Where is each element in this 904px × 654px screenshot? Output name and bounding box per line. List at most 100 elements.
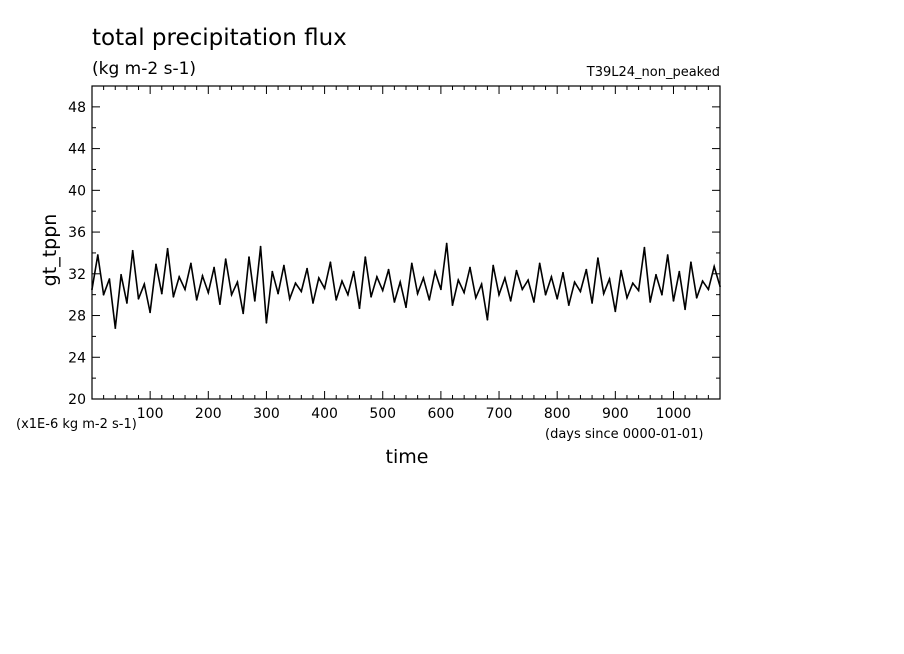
data-point xyxy=(149,311,152,314)
data-point xyxy=(312,302,314,304)
y-scale-note: (x1E-6 kg m-2 s-1) xyxy=(16,417,137,432)
y-tick-label: 32 xyxy=(68,267,86,283)
data-point xyxy=(597,257,599,259)
data-point xyxy=(248,256,250,258)
data-point xyxy=(376,276,378,278)
data-point xyxy=(399,281,402,283)
data-point xyxy=(253,300,256,302)
x-tick-label: 100 xyxy=(137,406,164,422)
data-point xyxy=(96,254,99,256)
y-tick-label: 36 xyxy=(68,225,86,241)
data-point xyxy=(242,312,245,315)
plot-frame xyxy=(91,85,721,400)
data-point xyxy=(591,302,593,304)
data-point xyxy=(166,247,169,250)
data-point xyxy=(364,256,367,258)
data-point xyxy=(620,269,622,272)
data-point xyxy=(434,270,436,273)
data-point xyxy=(666,254,669,256)
data-point xyxy=(143,283,146,286)
y-tick-label: 44 xyxy=(68,142,86,158)
data-point xyxy=(509,300,512,302)
data-point xyxy=(190,262,192,265)
axis-ticks xyxy=(92,85,720,400)
x-tick-label: 1000 xyxy=(656,406,692,422)
chart-title: total precipitation flux xyxy=(92,25,347,51)
data-point xyxy=(120,273,122,276)
data-point xyxy=(445,242,448,245)
x-tick-label: 900 xyxy=(602,406,629,422)
x-tick-label: 300 xyxy=(253,406,280,422)
x-axis-label: time xyxy=(386,446,429,468)
data-point xyxy=(614,310,617,313)
data-point xyxy=(335,299,338,301)
data-point xyxy=(544,293,547,296)
data-point xyxy=(492,264,495,267)
data-point xyxy=(271,270,274,273)
data-point xyxy=(184,288,186,291)
data-point xyxy=(294,282,297,285)
data-point xyxy=(643,246,646,249)
data-point xyxy=(172,295,175,298)
data-point xyxy=(416,292,419,295)
data-point xyxy=(684,308,686,311)
data-point xyxy=(649,301,652,303)
data-point xyxy=(440,288,442,291)
x-tick-label: 500 xyxy=(369,406,396,422)
data-point xyxy=(219,303,221,305)
data-point xyxy=(457,279,460,281)
data-point xyxy=(317,277,320,279)
data-point xyxy=(405,306,407,309)
x-tick-label: 600 xyxy=(428,406,455,422)
data-point xyxy=(469,266,471,269)
x-tick-label: 400 xyxy=(311,406,338,422)
data-point xyxy=(719,285,721,288)
data-point xyxy=(155,263,157,266)
data-point xyxy=(608,278,611,280)
y-tick-label: 40 xyxy=(68,183,86,199)
x-tick-label: 700 xyxy=(486,406,513,422)
data-point xyxy=(347,293,349,296)
data-point xyxy=(637,289,640,292)
data-point xyxy=(486,318,489,321)
data-point xyxy=(567,304,570,306)
data-point xyxy=(236,281,239,283)
data-point xyxy=(527,279,529,281)
data-point xyxy=(562,271,564,274)
data-point xyxy=(573,281,576,283)
experiment-label: T39L24_non_peaked xyxy=(586,65,720,80)
data-point xyxy=(300,290,303,293)
data-point xyxy=(108,278,111,280)
data-point xyxy=(556,297,559,300)
data-point xyxy=(131,249,134,252)
data-point xyxy=(701,280,704,282)
data-point xyxy=(504,277,506,279)
y-tick-label: 28 xyxy=(68,309,86,325)
y-axis-label: gt_tppn xyxy=(39,214,61,287)
data-point xyxy=(387,268,390,271)
x-units-note: (days since 0000-01-01) xyxy=(545,427,703,442)
data-point xyxy=(655,273,657,276)
data-point xyxy=(713,265,716,268)
data-point xyxy=(585,268,588,271)
data-point xyxy=(114,327,117,329)
data-point xyxy=(201,275,204,277)
data-point xyxy=(463,291,465,294)
data-point xyxy=(695,296,698,299)
data-point xyxy=(230,293,233,296)
data-point xyxy=(283,264,285,267)
data-point xyxy=(265,321,268,324)
data-point xyxy=(451,304,454,306)
data-point xyxy=(195,299,198,301)
y-tick-label: 20 xyxy=(68,392,86,408)
data-point xyxy=(102,293,105,296)
data-point xyxy=(672,300,675,302)
axis-tick-labels: 20 24 28 32 36 40 44 48 100 200 300 400 500 600 700 800… xyxy=(68,100,691,422)
data-point xyxy=(410,262,413,265)
data-point xyxy=(306,267,308,270)
data-point xyxy=(550,276,553,278)
data-point xyxy=(678,270,681,273)
data-point xyxy=(259,245,262,248)
series-points xyxy=(91,242,721,329)
data-point xyxy=(358,307,361,310)
